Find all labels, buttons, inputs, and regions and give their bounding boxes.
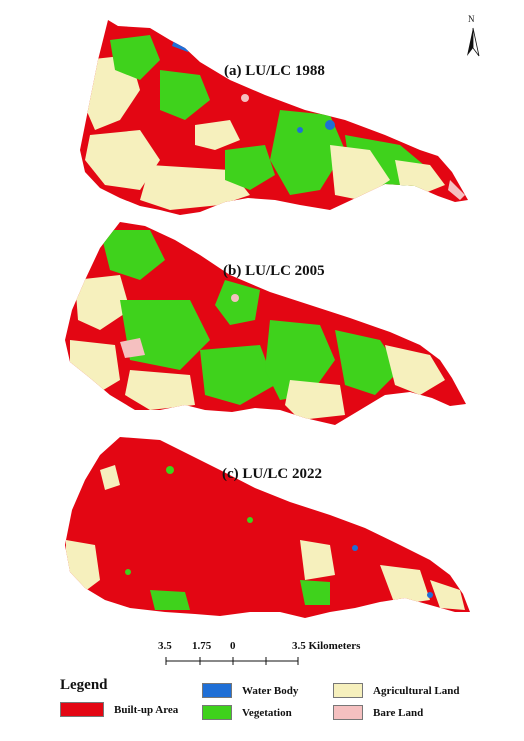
map-panel-a: [80, 20, 468, 215]
vegetation-swatch: [202, 705, 232, 720]
scale-tick-left: 3.5: [158, 640, 172, 652]
north-arrow-icon: [467, 27, 480, 57]
built-up-swatch: [60, 702, 104, 717]
legend-label-agricultural: Agricultural Land: [373, 684, 460, 697]
panel-title-b: (b) LU/LC 2005: [223, 263, 325, 279]
legend-item-bare: Bare Land: [333, 705, 423, 720]
water-swatch: [202, 683, 232, 698]
map-panel-c: [65, 437, 470, 618]
scale-tick-mid: 1.75: [192, 640, 212, 652]
panel-title-a: (a) LU/LC 1988: [224, 63, 325, 79]
scale-bar: 3.5 1.75 0 3.5 Kilometers: [150, 640, 410, 670]
legend-title: Legend: [60, 677, 108, 693]
scale-tick-right: 3.5 Kilometers: [292, 640, 361, 652]
legend-label-built-up: Built-up Area: [114, 703, 179, 716]
scale-tick-zero: 0: [230, 640, 236, 652]
north-arrow-label: N: [468, 14, 475, 24]
panel-title-c: (c) LU/LC 2022: [222, 466, 322, 482]
legend-label-vegetation: Vegetation: [242, 706, 292, 719]
bare-land-swatch: [333, 705, 363, 720]
legend-item-agricultural: Agricultural Land: [333, 683, 459, 698]
legend-label-bare: Bare Land: [373, 706, 424, 719]
legend-item-water: Water Body: [202, 683, 298, 698]
scale-bar-line: [165, 657, 299, 665]
legend-label-water: Water Body: [242, 684, 299, 697]
legend-item-vegetation: Vegetation: [202, 705, 292, 720]
agricultural-swatch: [333, 683, 363, 698]
legend-item-built-up: Built-up Area: [60, 702, 178, 717]
map-panel-b: [65, 222, 466, 425]
